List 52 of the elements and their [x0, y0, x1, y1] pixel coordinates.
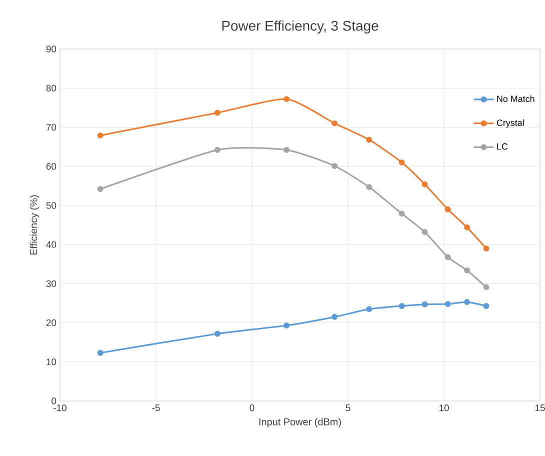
point: [214, 146, 220, 153]
point: [97, 132, 104, 138]
point: [444, 206, 451, 212]
point: [444, 301, 451, 307]
point: [284, 146, 290, 153]
point: [464, 299, 470, 306]
point: [332, 314, 338, 320]
x-tick-label: 10: [439, 404, 449, 412]
x-axis-title: Input Power (dBm): [259, 418, 341, 428]
x-tick-label: 5: [346, 404, 350, 412]
x-tick-label: -5: [152, 404, 160, 412]
y-tick-label: 70: [46, 124, 56, 131]
point: [366, 184, 372, 190]
point: [214, 330, 220, 337]
y-tick-label: 50: [46, 202, 56, 209]
x-tick-label: 15: [535, 404, 545, 412]
y-tick-label: 90: [46, 46, 56, 52]
point: [464, 267, 470, 274]
y-tick-label: 30: [46, 280, 56, 288]
y-tick-label: 40: [46, 241, 56, 248]
y-tick-label: 20: [46, 319, 56, 326]
point: [422, 229, 428, 236]
legend-label: Crystal: [496, 119, 524, 128]
point: [97, 186, 104, 192]
point: [332, 120, 338, 126]
point: [214, 110, 220, 116]
point: [398, 302, 405, 309]
y-axis-title: Efficiency (%): [30, 195, 40, 255]
x-tick-label: 0: [250, 404, 254, 412]
y-tick-label: 80: [46, 84, 56, 92]
point: [483, 284, 490, 290]
point: [464, 224, 470, 230]
point: [284, 322, 290, 329]
point: [366, 306, 372, 312]
point: [483, 302, 490, 309]
y-tick-label: 10: [46, 358, 56, 366]
point: [332, 162, 338, 169]
point: [284, 96, 290, 102]
point: [422, 301, 428, 308]
point: [366, 136, 372, 143]
y-tick-label: 60: [46, 162, 56, 170]
point: [97, 350, 104, 356]
x-tick-label: -10: [54, 404, 66, 412]
point: [422, 181, 428, 188]
y-tick-label: 0: [52, 398, 56, 404]
legend-label: LC: [497, 143, 508, 150]
point: [483, 245, 490, 252]
point: [398, 210, 405, 217]
chart-title: Power Efficiency, 3 Stage: [222, 20, 378, 34]
legend-label: No Match: [497, 95, 534, 102]
point: [444, 254, 451, 260]
point: [398, 159, 405, 166]
